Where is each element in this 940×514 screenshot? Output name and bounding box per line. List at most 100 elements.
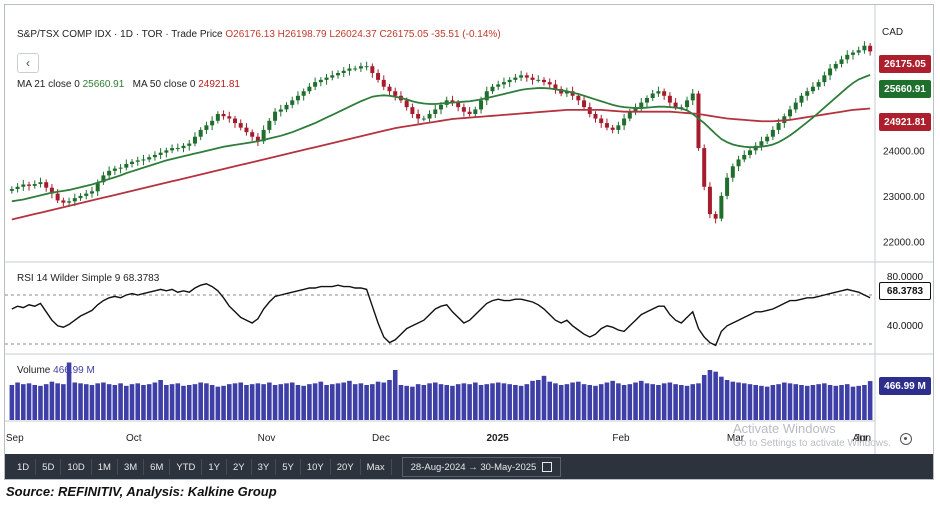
volume-bar — [135, 383, 140, 420]
volume-bar — [530, 381, 535, 420]
volume-bar — [410, 387, 415, 420]
candle-body — [410, 107, 414, 114]
candle-body — [656, 91, 660, 93]
volume-bar — [273, 385, 278, 420]
volume-bar — [771, 385, 776, 420]
chart-svg[interactable]: 22000.00 23000.00 24000.00 Sep Oct Nov Dec 2025… — [5, 5, 933, 454]
candle-body — [147, 157, 151, 159]
volume-bar — [702, 375, 707, 420]
volume-bar — [467, 384, 472, 420]
candle-body — [285, 105, 289, 110]
timeframe-6m[interactable]: 6M — [144, 459, 170, 475]
volume-bar — [364, 385, 369, 420]
close-value: C26175.05 — [379, 29, 428, 40]
volume-bar — [656, 385, 661, 420]
candle-body — [714, 214, 718, 219]
volume-bar — [210, 385, 215, 420]
candle-body — [353, 68, 357, 69]
timeframe-max[interactable]: Max — [361, 459, 392, 475]
timeframe-10d[interactable]: 10D — [61, 459, 91, 475]
volume-bar — [822, 383, 827, 420]
volume-bar — [553, 383, 558, 420]
volume-legend-value: 466.99 M — [53, 365, 95, 376]
timeframe-1d[interactable]: 1D — [11, 459, 36, 475]
ma50-value: 24921.81 — [198, 79, 240, 90]
candle-body — [44, 182, 48, 187]
volume-bar — [587, 385, 592, 420]
candle-body — [502, 82, 506, 84]
volume-bar — [673, 384, 678, 420]
settings-icon[interactable] — [900, 433, 912, 445]
candle-body — [376, 73, 380, 80]
candle-body — [840, 59, 844, 64]
candle-body — [702, 148, 706, 187]
candle-body — [765, 137, 769, 142]
volume-bar — [341, 383, 346, 421]
timeframe-1m[interactable]: 1M — [92, 459, 118, 475]
timeframe-bar: 1D 5D 10D 1M 3M 6M YTD 1Y 2Y 3Y 5Y 10Y 20Y Max 28-Aug… — [5, 454, 933, 480]
volume-bar — [84, 384, 89, 420]
candle-body — [605, 123, 609, 128]
candle-body — [136, 160, 140, 161]
volume-bar — [307, 384, 312, 420]
timeframe-5d[interactable]: 5D — [36, 459, 61, 475]
month-label: Oct — [126, 433, 142, 444]
chart-frame: 22000.00 23000.00 24000.00 Sep Oct Nov Dec 2025… — [4, 4, 934, 480]
candle-body — [422, 119, 426, 120]
volume-bar — [536, 380, 541, 420]
volume-bar — [227, 384, 232, 420]
volume-bar — [204, 383, 209, 420]
volume-bar — [570, 383, 575, 421]
candle-body — [737, 159, 741, 166]
candle-body — [319, 80, 323, 82]
ma50-price-tag: 24921.81 — [879, 113, 931, 131]
timeframe-10y[interactable]: 10Y — [301, 459, 331, 475]
candle-body — [553, 84, 557, 89]
volume-bar — [547, 382, 552, 420]
volume-bar — [313, 383, 318, 420]
volume-bar — [427, 383, 432, 420]
date-range-picker[interactable]: 28-Aug-2024 → 30-May-2025 — [402, 457, 562, 477]
volume-bar — [507, 384, 512, 420]
candle-body — [90, 191, 94, 193]
volume-bar — [759, 386, 764, 420]
timeframe-3y[interactable]: 3Y — [252, 459, 277, 475]
candle-body — [141, 159, 145, 160]
volume-bar — [250, 384, 255, 420]
volume-bar — [856, 386, 861, 420]
volume-bar — [290, 383, 295, 421]
candle-body — [38, 182, 42, 184]
volume-bar — [78, 383, 83, 420]
candle-body — [210, 121, 214, 126]
timeframe-3m[interactable]: 3M — [118, 459, 144, 475]
volume-bar — [198, 383, 203, 421]
candle-body — [244, 128, 248, 133]
volume-bar — [404, 386, 409, 420]
volume-bar — [32, 385, 37, 420]
candle-body — [439, 105, 443, 110]
timeframe-20y[interactable]: 20Y — [331, 459, 361, 475]
volume-bar — [124, 386, 129, 420]
volume-bar — [633, 383, 638, 421]
timeframe-5y[interactable]: 5Y — [276, 459, 301, 475]
back-button[interactable]: ‹ — [17, 53, 39, 73]
candle-body — [73, 198, 77, 201]
volume-bar — [610, 381, 615, 420]
timeframe-2y[interactable]: 2Y — [227, 459, 252, 475]
timeframe-1y[interactable]: 1Y — [202, 459, 227, 475]
volume-bar — [176, 383, 181, 420]
chevron-left-icon: ‹ — [26, 56, 30, 70]
candle-body — [130, 162, 134, 164]
volume-bar — [782, 383, 787, 421]
candle-body — [788, 109, 792, 116]
volume-bar — [593, 386, 598, 420]
candle-body — [10, 189, 14, 191]
volume-bar — [15, 383, 20, 421]
candle-body — [473, 109, 477, 114]
timeframe-ytd[interactable]: YTD — [170, 459, 202, 475]
timeframe-list: 1D 5D 10D 1M 3M 6M YTD 1Y 2Y 3Y 5Y 10Y 20Y Max — [11, 459, 392, 475]
currency-label[interactable]: CAD — [882, 27, 903, 38]
candle-body — [290, 100, 294, 105]
volume-bar — [788, 383, 793, 420]
volume-bar — [261, 384, 266, 420]
